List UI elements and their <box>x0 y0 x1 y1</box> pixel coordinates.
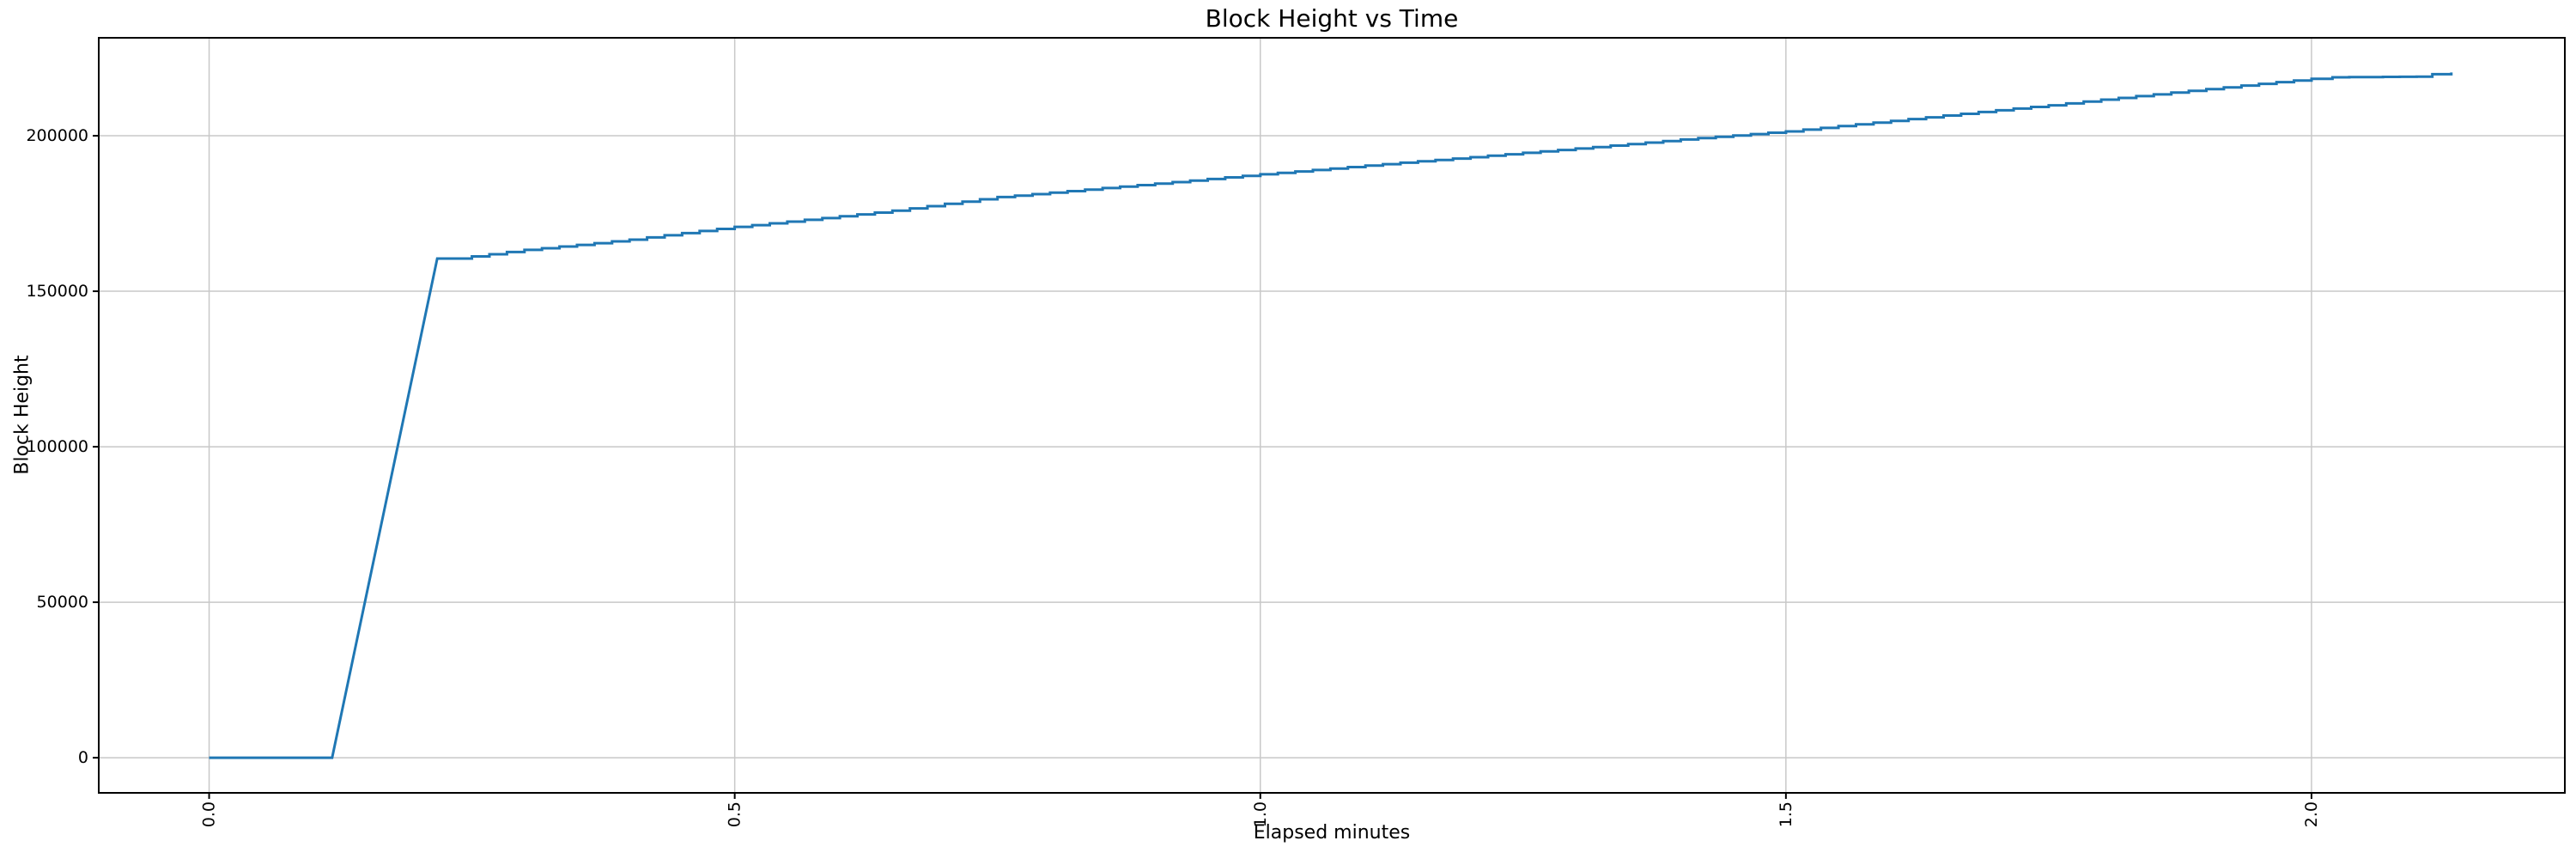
x-tick-label: 0.0 <box>200 801 219 827</box>
x-tick-label: 0.5 <box>726 801 744 827</box>
x-axis-label: Elapsed minutes <box>1253 822 1411 844</box>
y-tick-label: 150000 <box>26 282 88 301</box>
chart-title: Block Height vs Time <box>1205 4 1459 33</box>
y-tick-label: 200000 <box>26 126 88 145</box>
plot-border <box>98 37 2566 794</box>
x-tick-label: 1.5 <box>1777 801 1795 827</box>
x-tick-label: 2.0 <box>2302 801 2321 827</box>
x-tick-label: 1.0 <box>1251 801 1270 827</box>
y-tick-label: 0 <box>78 748 88 767</box>
y-tick-label: 100000 <box>26 437 88 456</box>
series-line-block-height <box>209 72 2453 759</box>
y-tick-label: 50000 <box>37 593 88 612</box>
